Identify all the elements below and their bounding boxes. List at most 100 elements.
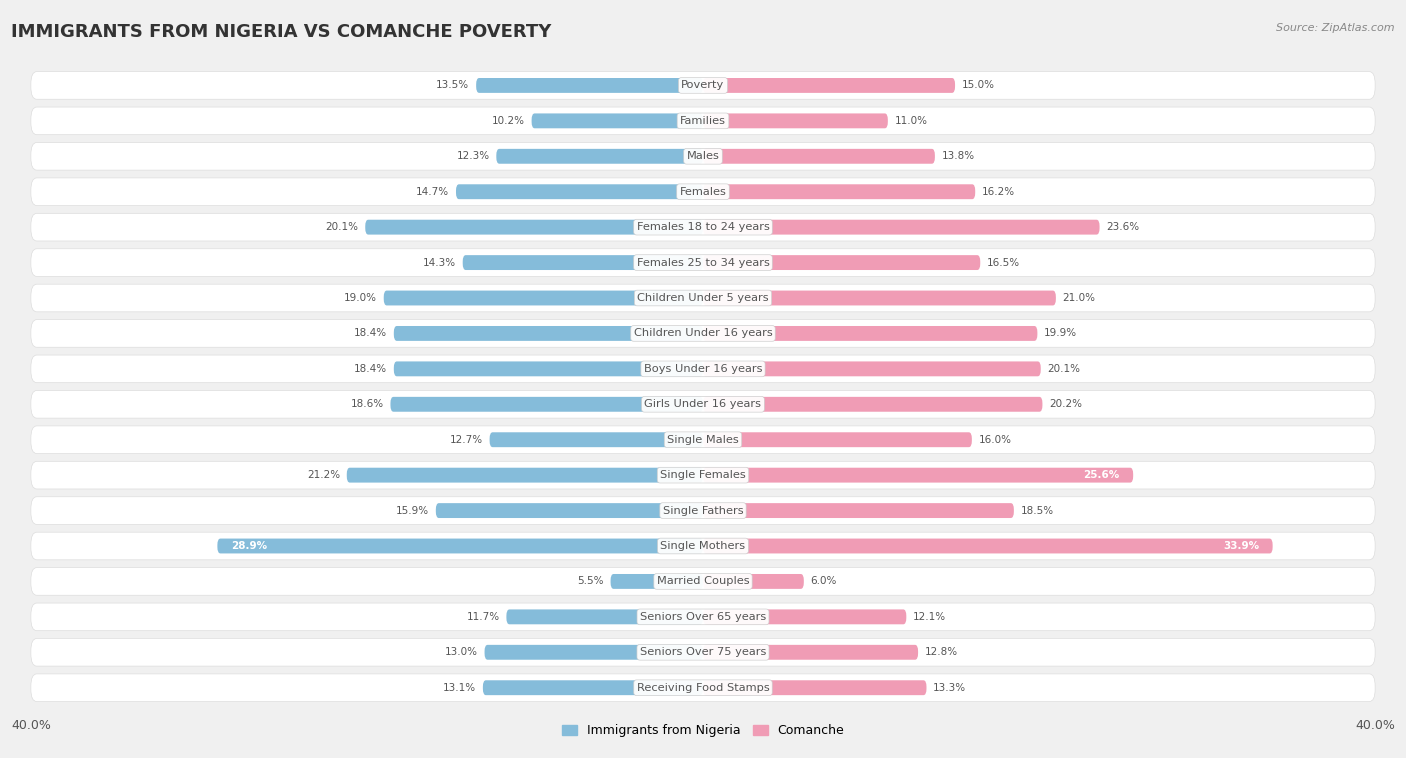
Text: 14.3%: 14.3% — [423, 258, 456, 268]
Text: Females 25 to 34 years: Females 25 to 34 years — [637, 258, 769, 268]
Legend: Immigrants from Nigeria, Comanche: Immigrants from Nigeria, Comanche — [557, 719, 849, 742]
Text: 33.9%: 33.9% — [1223, 541, 1260, 551]
Text: Single Females: Single Females — [661, 470, 745, 480]
FancyBboxPatch shape — [31, 674, 1375, 702]
Text: 16.0%: 16.0% — [979, 435, 1011, 445]
Text: Poverty: Poverty — [682, 80, 724, 90]
FancyBboxPatch shape — [31, 320, 1375, 347]
Text: 20.2%: 20.2% — [1049, 399, 1083, 409]
FancyBboxPatch shape — [489, 432, 703, 447]
Text: Families: Families — [681, 116, 725, 126]
Text: Source: ZipAtlas.com: Source: ZipAtlas.com — [1277, 23, 1395, 33]
Text: 11.0%: 11.0% — [894, 116, 928, 126]
FancyBboxPatch shape — [703, 503, 1014, 518]
Text: 18.4%: 18.4% — [354, 364, 387, 374]
FancyBboxPatch shape — [496, 149, 703, 164]
FancyBboxPatch shape — [463, 255, 703, 270]
Text: 5.5%: 5.5% — [578, 576, 603, 587]
FancyBboxPatch shape — [31, 178, 1375, 205]
FancyBboxPatch shape — [703, 397, 1042, 412]
Text: 12.3%: 12.3% — [457, 152, 489, 161]
FancyBboxPatch shape — [31, 249, 1375, 277]
Text: Children Under 5 years: Children Under 5 years — [637, 293, 769, 303]
Text: 6.0%: 6.0% — [810, 576, 837, 587]
FancyBboxPatch shape — [531, 114, 703, 128]
Text: 21.0%: 21.0% — [1063, 293, 1095, 303]
Text: 28.9%: 28.9% — [231, 541, 267, 551]
Text: 15.0%: 15.0% — [962, 80, 995, 90]
FancyBboxPatch shape — [347, 468, 703, 483]
FancyBboxPatch shape — [703, 78, 955, 93]
FancyBboxPatch shape — [703, 432, 972, 447]
Text: 14.7%: 14.7% — [416, 186, 450, 197]
FancyBboxPatch shape — [703, 609, 907, 625]
FancyBboxPatch shape — [31, 532, 1375, 560]
FancyBboxPatch shape — [703, 114, 887, 128]
Text: Receiving Food Stamps: Receiving Food Stamps — [637, 683, 769, 693]
Text: Girls Under 16 years: Girls Under 16 years — [644, 399, 762, 409]
FancyBboxPatch shape — [384, 290, 703, 305]
FancyBboxPatch shape — [477, 78, 703, 93]
FancyBboxPatch shape — [703, 680, 927, 695]
FancyBboxPatch shape — [366, 220, 703, 234]
FancyBboxPatch shape — [31, 568, 1375, 595]
FancyBboxPatch shape — [436, 503, 703, 518]
FancyBboxPatch shape — [31, 143, 1375, 170]
Text: 23.6%: 23.6% — [1107, 222, 1139, 232]
Text: 13.5%: 13.5% — [436, 80, 470, 90]
FancyBboxPatch shape — [31, 213, 1375, 241]
Text: 18.5%: 18.5% — [1021, 506, 1053, 515]
Text: 15.9%: 15.9% — [396, 506, 429, 515]
Text: Seniors Over 65 years: Seniors Over 65 years — [640, 612, 766, 622]
FancyBboxPatch shape — [703, 574, 804, 589]
Text: Single Mothers: Single Mothers — [661, 541, 745, 551]
Text: 16.2%: 16.2% — [981, 186, 1015, 197]
FancyBboxPatch shape — [394, 362, 703, 376]
FancyBboxPatch shape — [485, 645, 703, 659]
Text: 19.9%: 19.9% — [1045, 328, 1077, 338]
FancyBboxPatch shape — [31, 355, 1375, 383]
Text: 18.6%: 18.6% — [350, 399, 384, 409]
FancyBboxPatch shape — [703, 220, 1099, 234]
FancyBboxPatch shape — [31, 638, 1375, 666]
Text: 21.2%: 21.2% — [307, 470, 340, 480]
Text: Single Fathers: Single Fathers — [662, 506, 744, 515]
FancyBboxPatch shape — [703, 645, 918, 659]
FancyBboxPatch shape — [218, 539, 703, 553]
FancyBboxPatch shape — [703, 290, 1056, 305]
Text: 18.4%: 18.4% — [354, 328, 387, 338]
Text: 13.1%: 13.1% — [443, 683, 477, 693]
Text: 13.3%: 13.3% — [934, 683, 966, 693]
FancyBboxPatch shape — [394, 326, 703, 341]
FancyBboxPatch shape — [31, 107, 1375, 135]
Text: 25.6%: 25.6% — [1084, 470, 1119, 480]
Text: 11.7%: 11.7% — [467, 612, 499, 622]
Text: Females 18 to 24 years: Females 18 to 24 years — [637, 222, 769, 232]
FancyBboxPatch shape — [31, 496, 1375, 525]
FancyBboxPatch shape — [482, 680, 703, 695]
Text: 12.8%: 12.8% — [925, 647, 957, 657]
FancyBboxPatch shape — [703, 184, 976, 199]
Text: IMMIGRANTS FROM NIGERIA VS COMANCHE POVERTY: IMMIGRANTS FROM NIGERIA VS COMANCHE POVE… — [11, 23, 551, 41]
FancyBboxPatch shape — [703, 539, 1272, 553]
FancyBboxPatch shape — [456, 184, 703, 199]
FancyBboxPatch shape — [31, 71, 1375, 99]
FancyBboxPatch shape — [703, 362, 1040, 376]
FancyBboxPatch shape — [610, 574, 703, 589]
FancyBboxPatch shape — [506, 609, 703, 625]
Text: Males: Males — [686, 152, 720, 161]
FancyBboxPatch shape — [703, 326, 1038, 341]
FancyBboxPatch shape — [31, 284, 1375, 312]
FancyBboxPatch shape — [31, 426, 1375, 453]
FancyBboxPatch shape — [703, 255, 980, 270]
Text: 19.0%: 19.0% — [344, 293, 377, 303]
Text: 10.2%: 10.2% — [492, 116, 524, 126]
Text: Seniors Over 75 years: Seniors Over 75 years — [640, 647, 766, 657]
Text: Married Couples: Married Couples — [657, 576, 749, 587]
FancyBboxPatch shape — [391, 397, 703, 412]
Text: 13.0%: 13.0% — [444, 647, 478, 657]
Text: Females: Females — [679, 186, 727, 197]
Text: 16.5%: 16.5% — [987, 258, 1021, 268]
FancyBboxPatch shape — [31, 462, 1375, 489]
Text: 12.1%: 12.1% — [912, 612, 946, 622]
